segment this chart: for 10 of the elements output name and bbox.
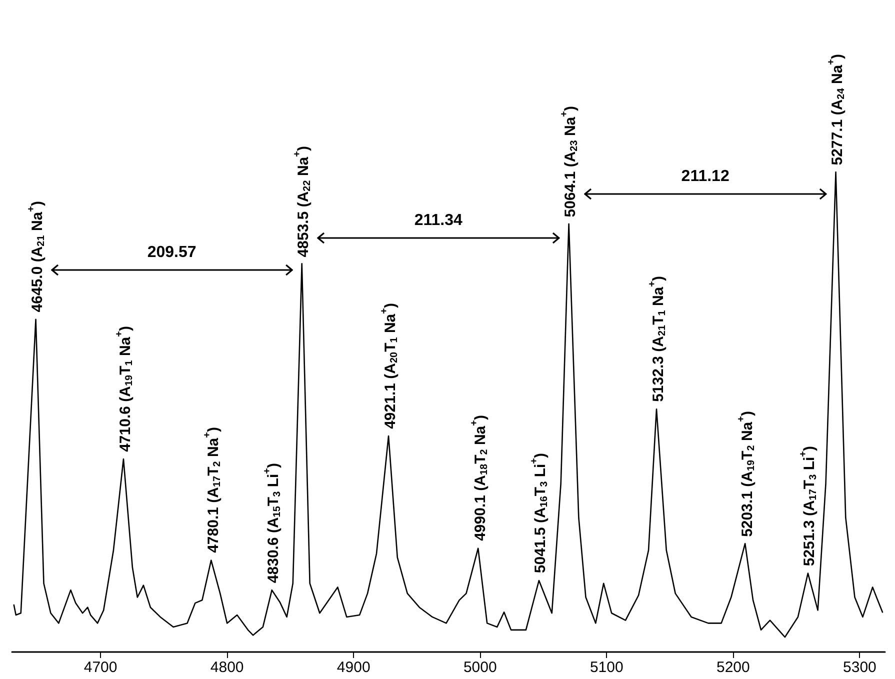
annotation: 209.57 (147, 244, 196, 262)
x-tick-label: 5100 (590, 659, 624, 676)
annotation: 211.34 (414, 212, 462, 230)
x-tick-label: 4900 (336, 659, 370, 676)
x-tick-label: 5000 (463, 659, 497, 676)
x-tick-label: 4800 (210, 659, 244, 676)
x-tick-label: 5300 (843, 659, 876, 676)
x-tick-label: 4700 (84, 659, 118, 676)
x-tick-label: 5200 (716, 659, 750, 676)
annotation: 211.12 (681, 168, 730, 186)
